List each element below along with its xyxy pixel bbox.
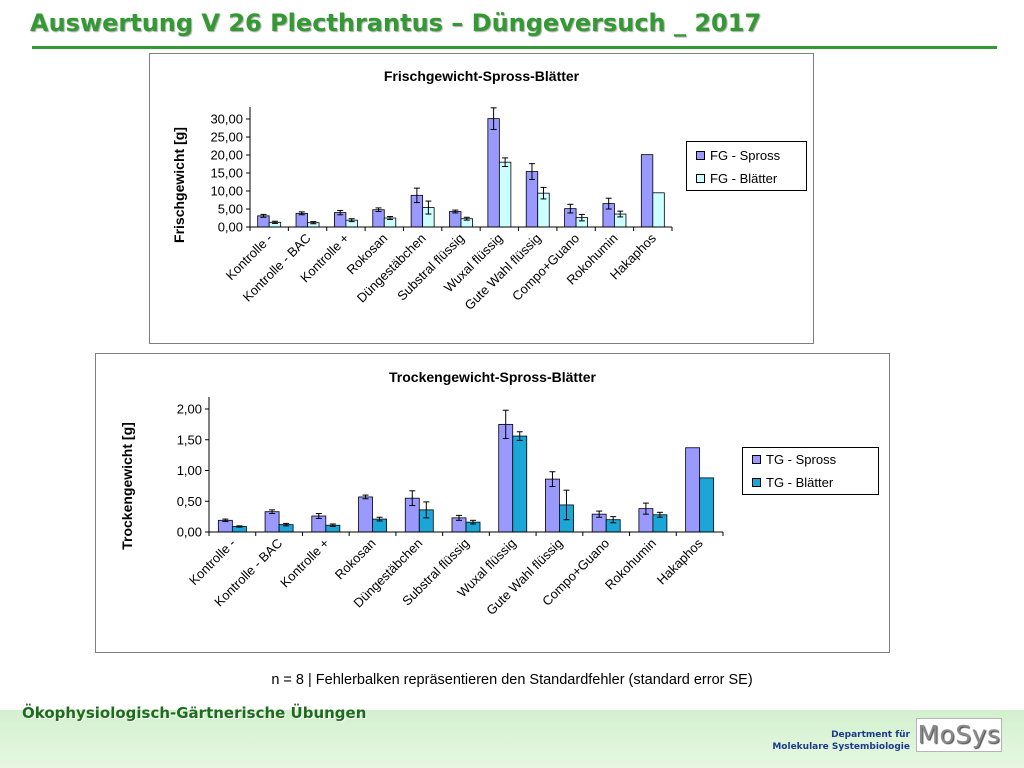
y-tick-label: 20,00 xyxy=(210,148,243,163)
legend-label: FG - Blätter xyxy=(710,172,777,186)
x-tick-label: Düngestäbchen xyxy=(354,231,429,306)
legend-label: FG - Spross xyxy=(710,149,780,163)
y-tick-label: 25,00 xyxy=(210,130,243,145)
bar xyxy=(700,478,714,532)
legend-label: TG - Blätter xyxy=(766,476,833,490)
bar xyxy=(545,479,559,532)
y-tick-label: 30,00 xyxy=(210,112,243,127)
legend-swatch xyxy=(752,455,761,464)
x-tick-label: Hakaphos xyxy=(654,535,706,587)
x-tick-label: Compo+Guano xyxy=(509,231,582,304)
department-label-line1: Department für xyxy=(831,730,910,740)
bar xyxy=(686,448,700,532)
bar xyxy=(499,424,513,532)
bar xyxy=(373,210,385,227)
y-axis-title: Frischgewicht [g] xyxy=(171,127,187,243)
chart-svg: 0,00 5,00 10,00 15,00 20,00 25,00 30,00 Kontrol… xyxy=(150,54,814,344)
chart-panel-frischgewicht: Frischgewicht-Spross-Blätter 0,00 5,00 10,… xyxy=(149,53,814,344)
x-tick-label: Substral flüssig xyxy=(394,231,467,304)
bar xyxy=(359,497,373,532)
bar xyxy=(265,512,279,532)
bar xyxy=(653,193,665,227)
bar xyxy=(641,155,653,227)
y-tick-label: 0,00 xyxy=(218,220,243,235)
bar xyxy=(513,436,527,532)
y-tick-label: 5,00 xyxy=(218,202,243,217)
x-tick-label: Kontrolle - BAC xyxy=(240,231,314,305)
legend-swatch xyxy=(696,151,705,160)
y-tick-label: 10,00 xyxy=(210,184,243,199)
bar xyxy=(499,162,511,227)
chart-panel-trockengewicht: Trockengewicht-Spross-Blätter 0,00 0,50 1,… xyxy=(95,353,890,653)
legend-swatch xyxy=(752,478,761,487)
course-name: Ökophysiologisch-Gärtnerische Übungen xyxy=(22,704,366,722)
chart-legend: TG - Spross TG - Blätter xyxy=(742,447,879,495)
chart-legend: FG - Spross FG - Blätter xyxy=(686,141,807,191)
x-tick-label: Rokosan xyxy=(332,536,379,583)
bar xyxy=(218,520,232,532)
figure-caption: n = 8 | Fehlerbalken repräsentieren den … xyxy=(0,672,1024,688)
mosys-logo: MoSys xyxy=(916,718,1002,752)
y-axis-title: Trockengewicht [g] xyxy=(119,422,135,550)
bar xyxy=(296,213,308,227)
slide-title: Auswertung V 26 Plecthrantus – Düngevers… xyxy=(30,9,990,37)
department-label-line2: Molekulare Systembiologie xyxy=(772,742,910,752)
bar xyxy=(488,119,500,227)
bar xyxy=(449,212,461,227)
legend-label: TG - Spross xyxy=(766,453,836,467)
y-tick-label: 0,50 xyxy=(177,494,202,509)
y-tick-label: 1,00 xyxy=(177,463,202,478)
x-tick-label: Rokohumin xyxy=(602,536,659,593)
x-tick-label: Kontrolle + xyxy=(277,536,332,591)
legend-swatch xyxy=(696,174,705,183)
y-tick-label: 0,00 xyxy=(177,525,202,540)
y-tick-label: 15,00 xyxy=(210,166,243,181)
y-tick-label: 2,00 xyxy=(177,402,202,417)
title-underline xyxy=(32,46,997,49)
y-tick-label: 1,50 xyxy=(177,432,202,447)
